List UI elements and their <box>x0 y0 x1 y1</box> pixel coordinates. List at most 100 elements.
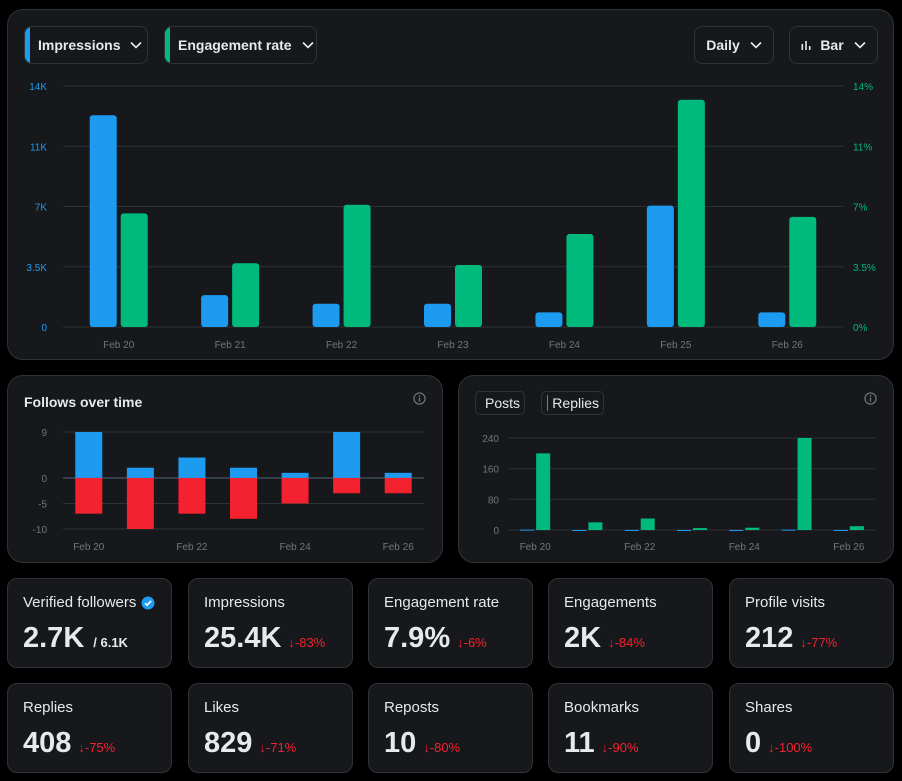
legend-replies-label: Replies <box>552 395 599 411</box>
replies-bar <box>588 522 603 530</box>
impressions-bar <box>312 303 340 327</box>
chart-type-dropdown[interactable]: Bar <box>789 26 878 64</box>
y-right-tick-label: 7% <box>853 203 868 214</box>
y-left-tick-label: 11K <box>30 142 47 153</box>
stat-card-impressions: Impressions 25.4K ↓-83% <box>188 578 353 668</box>
y-left-tick-label: 7K <box>35 203 48 214</box>
stat-card-shares: Shares 0 ↓-100% <box>729 683 894 773</box>
x-tick-label: Feb 22 <box>326 340 358 351</box>
metric-b-dropdown[interactable]: Engagement rate <box>164 26 317 64</box>
stat-value: 10 <box>384 727 417 759</box>
y-tick-label: 240 <box>482 434 499 445</box>
replies-bar <box>797 438 812 530</box>
stat-label: Bookmarks <box>564 699 640 716</box>
period-dropdown[interactable]: Daily <box>694 26 774 64</box>
y-right-tick-label: 3.5% <box>853 263 876 274</box>
posts-replies-chart: 0 80 160 240 Feb 20 Feb 22 Feb 24 Feb 26 <box>482 434 875 553</box>
x-tick-label: Feb 23 <box>437 340 469 351</box>
x-tick-label: Feb 24 <box>549 340 581 351</box>
stat-card-replies: Replies 408 ↓-75% <box>7 683 172 773</box>
stat-delta-value: -6% <box>463 635 487 650</box>
follows-bar <box>126 467 154 478</box>
engagement-rate-bar <box>677 99 705 328</box>
stat-delta-value: -75% <box>84 740 116 755</box>
chevron-down-icon <box>750 41 762 49</box>
stat-value: 212 <box>745 622 794 654</box>
stat-delta-value: -80% <box>429 740 461 755</box>
stat-card-reposts: Reposts 10 ↓-80% <box>368 683 533 773</box>
stat-label: Profile visits <box>745 594 826 611</box>
y-tick-label: 0 <box>41 474 47 485</box>
replies-bar <box>693 528 707 530</box>
info-icon[interactable] <box>864 392 877 410</box>
y-tick-label: 80 <box>488 495 500 506</box>
stat-delta-value: -77% <box>806 635 838 650</box>
stat-delta: ↓-80% <box>423 740 461 755</box>
impressions-engagement-chart: 0 0% 3.5K 3.5% 7K 7% 11K 11% 14K 14% Feb 20 Feb 21 F… <box>26 82 876 351</box>
stat-value: 7.9% <box>384 622 451 654</box>
x-tick-label: Feb 25 <box>660 340 692 351</box>
y-right-tick-label: 14% <box>853 82 873 93</box>
verified-badge-icon <box>141 596 155 610</box>
replies-bar <box>536 453 551 530</box>
posts-bar <box>624 530 639 531</box>
legend-posts[interactable]: Posts <box>475 391 525 415</box>
stat-delta: ↓-77% <box>800 635 838 650</box>
x-tick-label: Feb 20 <box>73 542 105 553</box>
chevron-down-icon <box>130 41 143 49</box>
unfollows-bar <box>178 477 206 514</box>
stat-value: 408 <box>23 727 72 759</box>
stat-card-likes: Likes 829 ↓-71% <box>188 683 353 773</box>
y-right-tick-label: 0% <box>853 323 868 334</box>
stat-delta: ↓-6% <box>457 635 487 650</box>
chevron-down-icon <box>854 41 866 49</box>
stat-value-row: 408 ↓-75% <box>23 727 115 760</box>
stat-value-row: 2K ↓-84% <box>564 622 645 655</box>
x-tick-label: Feb 20 <box>520 542 552 553</box>
unfollows-bar <box>281 477 309 504</box>
replies-bar <box>640 518 655 530</box>
impressions-bar <box>535 312 563 327</box>
x-tick-label: Feb 20 <box>103 340 135 351</box>
follows-bar <box>75 432 103 478</box>
chevron-down-icon <box>302 41 314 49</box>
stat-label: Impressions <box>204 594 285 611</box>
posts-bar <box>781 529 796 531</box>
stat-delta: ↓-71% <box>259 740 297 755</box>
replies-bar <box>745 527 760 530</box>
stat-label: Engagement rate <box>384 594 500 611</box>
stat-delta-value: -71% <box>265 740 297 755</box>
stat-delta-value: -83% <box>294 635 326 650</box>
unfollows-bar <box>333 477 361 494</box>
posts-bar <box>729 530 744 531</box>
stat-label-row: Verified followers <box>23 594 155 611</box>
engagement-rate-bar <box>232 263 260 327</box>
stat-label: Shares <box>745 699 793 716</box>
follows-bar <box>384 472 412 478</box>
follows-chart-title: Follows over time <box>24 394 143 410</box>
metric-a-dropdown[interactable]: Impressions <box>24 26 148 64</box>
legend-replies[interactable]: Replies <box>541 391 604 415</box>
x-tick-label: Feb 24 <box>729 542 761 553</box>
stat-value-row: 829 ↓-71% <box>204 727 296 760</box>
stat-value: 25.4K <box>204 622 282 654</box>
stat-value-row: 212 ↓-77% <box>745 622 837 655</box>
y-tick-label: 9 <box>41 428 47 439</box>
stat-value: 2.7K <box>23 622 85 654</box>
stat-label: Engagements <box>564 594 657 611</box>
unfollows-bar <box>75 477 103 514</box>
engagement-rate-bar <box>343 204 371 327</box>
stat-value: 11 <box>564 727 595 759</box>
impressions-bar <box>89 115 117 327</box>
stat-value-row: 7.9% ↓-6% <box>384 622 487 655</box>
engagement-rate-bar <box>455 265 482 327</box>
x-tick-label: Feb 21 <box>215 340 247 351</box>
metric-a-color-swatch <box>25 27 30 63</box>
info-icon[interactable] <box>413 392 426 410</box>
impressions-bar <box>758 312 786 327</box>
x-tick-label: Feb 22 <box>624 542 656 553</box>
engagement-rate-bar <box>566 234 594 327</box>
bar-chart-icon <box>801 40 812 50</box>
period-label: Daily <box>706 37 740 53</box>
stat-delta: ↓-100% <box>768 740 813 755</box>
